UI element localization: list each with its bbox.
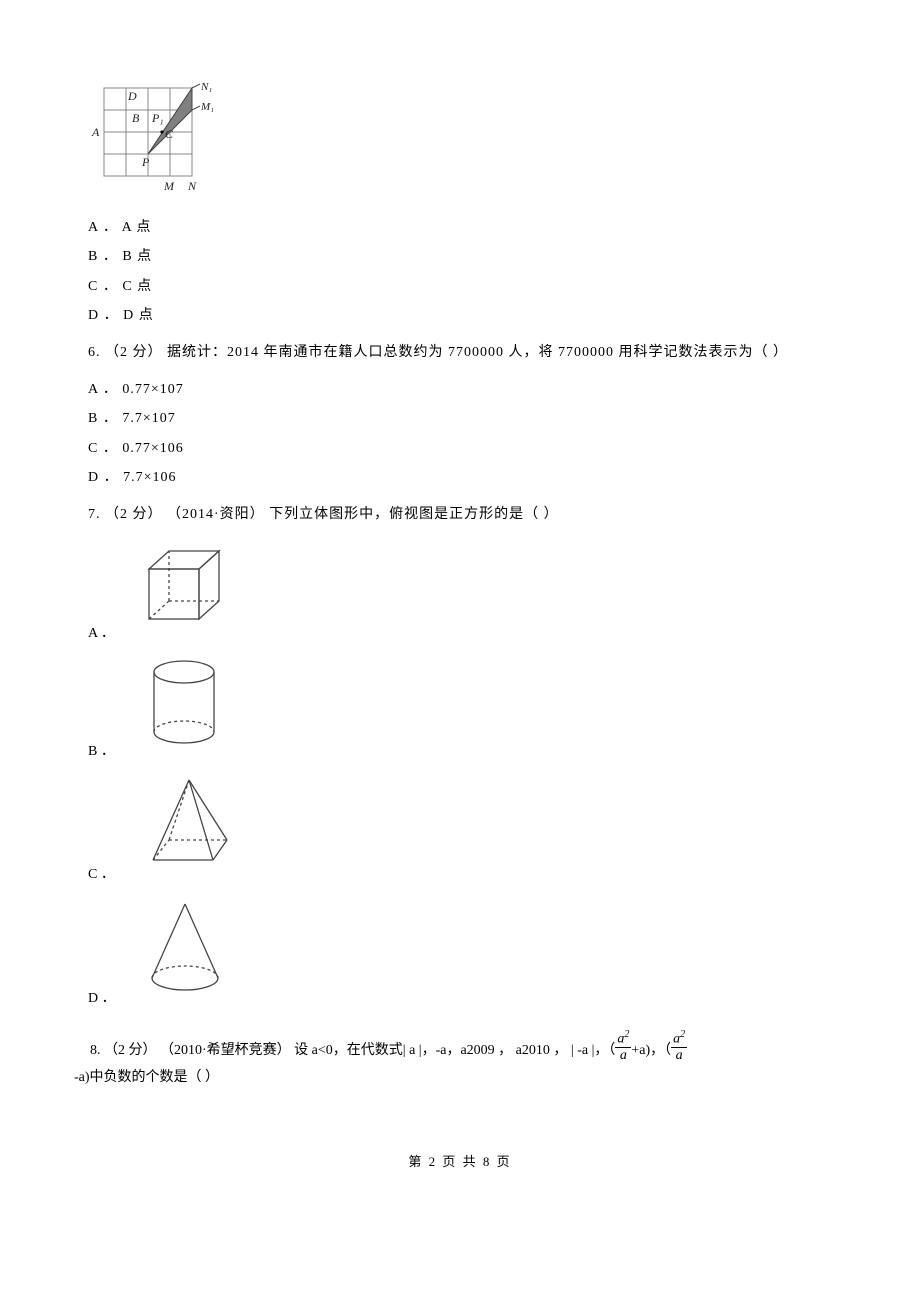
q5-option-b: B ． B 点 — [88, 244, 850, 269]
q7-option-a-label: A ． — [88, 621, 115, 646]
q8-prefix: 8. （2 分） （2010·希望杯竞赛） 设 a<0，在代数式| a |，-a… — [90, 1038, 615, 1063]
svg-text:M₁: M₁ — [200, 101, 214, 113]
cube-figure — [139, 543, 229, 642]
q7-option-b-label: B ． — [88, 739, 115, 764]
pyramid-figure — [139, 774, 239, 883]
cone-figure — [140, 898, 230, 1007]
svg-text:N: N — [187, 179, 197, 193]
q8-line1: 8. （2 分） （2010·希望杯竞赛） 设 a<0，在代数式| a |，-a… — [90, 1029, 850, 1063]
q6-text: 6. （2 分） 据统计：2014 年南通市在籍人口总数约为 7700000 人… — [88, 340, 850, 365]
q8-mid1: +a)，（ — [631, 1038, 671, 1063]
q7-option-d-label: D ． — [88, 986, 116, 1011]
grid-svg: D N₁ M₁ B P₁ A C P M N — [88, 80, 218, 200]
q7-option-c-label: C ． — [88, 862, 115, 887]
pyramid-svg — [139, 774, 239, 874]
q6-option-d: D ． 7.7×106 — [88, 465, 850, 490]
page-footer: 第 2 页 共 8 页 — [70, 1150, 850, 1173]
q5-option-d: D ． D 点 — [88, 303, 850, 328]
svg-text:D: D — [127, 89, 137, 103]
svg-text:M: M — [163, 179, 175, 193]
cylinder-svg — [139, 656, 229, 751]
q5-grid-figure: D N₁ M₁ B P₁ A C P M N — [88, 80, 850, 209]
cylinder-figure — [139, 656, 229, 760]
svg-text:B: B — [132, 111, 140, 125]
svg-text:C: C — [165, 127, 174, 141]
q6-option-a: A ． 0.77×107 — [88, 377, 850, 402]
q8-frac-sup1: 2 — [624, 1029, 629, 1040]
svg-text:N₁: N₁ — [200, 81, 212, 93]
q8-line2: -a)中负数的个数是（ ） — [74, 1065, 850, 1090]
cube-svg — [139, 543, 229, 633]
q8-frac-den1: a — [615, 1048, 631, 1063]
q6-option-c: C ． 0.77×106 — [88, 436, 850, 461]
q8-fraction-1: a2 a — [615, 1029, 631, 1063]
q8-frac-den2: a — [671, 1048, 687, 1063]
q5-option-a: A ． A 点 — [88, 215, 850, 240]
q8-fraction-2: a2 a — [671, 1029, 687, 1063]
q8-frac-sup2: 2 — [680, 1029, 685, 1040]
svg-text:P₁: P₁ — [151, 111, 164, 125]
svg-text:P: P — [141, 155, 150, 169]
svg-text:A: A — [91, 125, 100, 139]
q6-option-b: B ． 7.7×107 — [88, 406, 850, 431]
cone-svg — [140, 898, 230, 998]
q5-option-c: C ． C 点 — [88, 274, 850, 299]
q7-text: 7. （2 分） （2014·资阳） 下列立体图形中，俯视图是正方形的是（ ） — [88, 502, 850, 527]
